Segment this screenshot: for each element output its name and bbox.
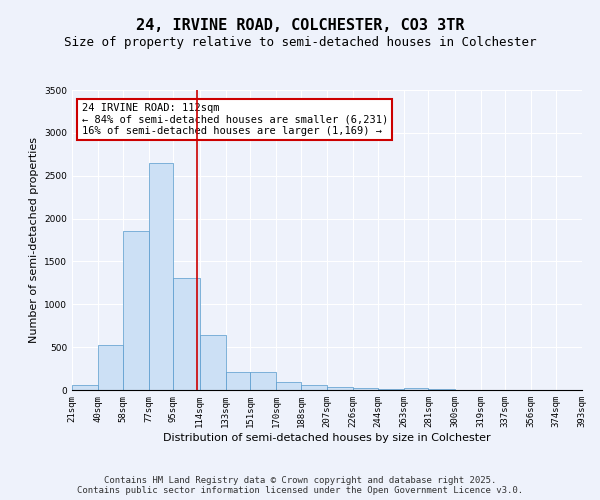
Y-axis label: Number of semi-detached properties: Number of semi-detached properties [29,137,38,343]
Bar [378,388,404,390]
Bar [72,386,98,390]
Text: Contains HM Land Registry data © Crown copyright and database right 2025.
Contai: Contains HM Land Registry data © Crown c… [77,476,523,495]
Bar [404,388,428,390]
Bar [428,389,455,390]
Bar [301,386,327,390]
Bar [353,388,378,390]
X-axis label: Distribution of semi-detached houses by size in Colchester: Distribution of semi-detached houses by … [163,432,491,442]
Bar [173,278,199,390]
Bar [123,232,149,390]
Text: 24 IRVINE ROAD: 112sqm
← 84% of semi-detached houses are smaller (6,231)
16% of : 24 IRVINE ROAD: 112sqm ← 84% of semi-det… [82,103,388,136]
Bar [276,382,301,390]
Bar [149,163,173,390]
Bar [327,387,353,390]
Bar [226,372,250,390]
Text: 24, IRVINE ROAD, COLCHESTER, CO3 3TR: 24, IRVINE ROAD, COLCHESTER, CO3 3TR [136,18,464,32]
Bar [250,372,276,390]
Text: Size of property relative to semi-detached houses in Colchester: Size of property relative to semi-detach… [64,36,536,49]
Bar [199,335,226,390]
Bar [98,344,123,390]
